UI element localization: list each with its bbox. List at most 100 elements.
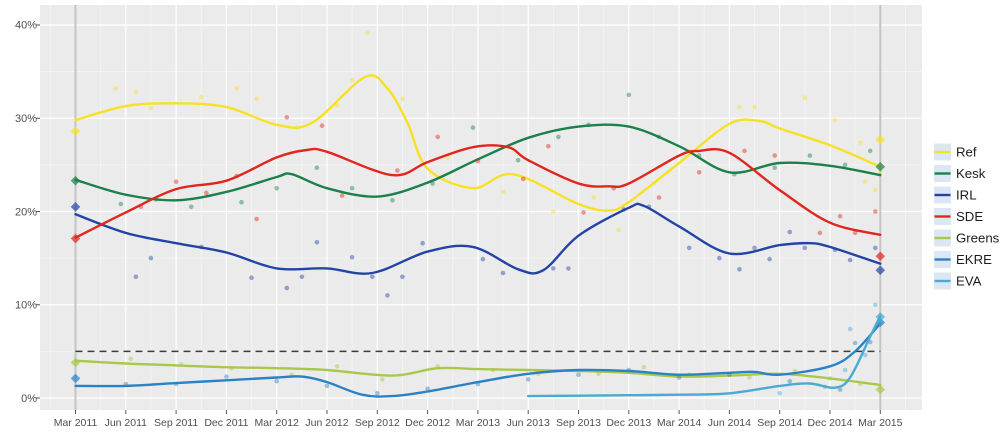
- poll-point-sde: [611, 185, 616, 191]
- poll-point-ref: [500, 189, 506, 195]
- x-tick-label: Mar 2011: [54, 417, 98, 429]
- poll-point-ref: [832, 117, 838, 123]
- poll-point-greens: [435, 364, 441, 369]
- poll-point-sde: [395, 168, 400, 173]
- election-result-marker-ref: [875, 134, 886, 145]
- series-ekre: [70, 317, 886, 398]
- poll-point-ekre: [375, 391, 380, 396]
- x-tick-label: Mar 2015: [858, 417, 903, 429]
- election-result-marker-ekre: [70, 373, 81, 384]
- poll-point-kesk: [696, 153, 702, 158]
- poll-point-sde: [284, 115, 290, 120]
- poll-point-ekre: [425, 386, 430, 392]
- poll-point-ekre: [274, 378, 280, 384]
- x-tick-label: Jun 2014: [708, 417, 751, 429]
- poll-point-eva: [873, 302, 878, 308]
- poll-point-ref: [133, 89, 139, 95]
- election-result-marker-sde: [875, 251, 886, 262]
- poll-point-sde: [204, 190, 209, 196]
- poll-point-sde: [656, 195, 662, 200]
- axis-ticks: [36, 24, 881, 414]
- poll-point-sde: [873, 209, 878, 214]
- poll-point-sde: [173, 179, 179, 184]
- poll-point-irl: [480, 256, 486, 262]
- poll-point-ref: [873, 187, 878, 193]
- legend-label-kesk: Kesk: [956, 166, 986, 181]
- poll-point-ekre: [837, 387, 843, 392]
- poll-point-kesk: [349, 185, 355, 191]
- election-result-marker-kesk: [70, 175, 81, 186]
- poll-point-kesk: [390, 198, 395, 203]
- y-tick-label: 20%: [15, 206, 37, 218]
- poll-point-sde: [817, 230, 823, 236]
- poll-point-kesk: [274, 185, 280, 191]
- x-axis: Mar 2011 Jun 2011 Sep 2011 Dec 2011 Mar …: [54, 417, 903, 429]
- series-eva: [527, 302, 886, 398]
- poll-point-sde: [546, 143, 551, 149]
- poll-point-ekre: [626, 367, 632, 373]
- poll-point-kesk: [842, 162, 848, 168]
- election-result-marker-greens: [70, 357, 81, 368]
- poll-point-sde: [696, 170, 702, 175]
- poll-point-ref: [364, 30, 370, 35]
- poll-point-ref: [294, 125, 300, 130]
- trend-line-ekre: [74, 322, 882, 398]
- poll-point-irl: [133, 274, 139, 280]
- poll-point-eva: [777, 391, 782, 396]
- y-tick-label: 0%: [21, 393, 37, 405]
- poll-point-sde: [742, 148, 747, 154]
- poll-point-sde: [520, 176, 526, 182]
- trend-line-sde: [74, 144, 882, 239]
- election-result-marker-irl: [875, 265, 886, 276]
- plot-panel: [40, 5, 922, 410]
- poll-point-ref: [254, 96, 259, 101]
- poll-point-kesk: [807, 153, 813, 158]
- x-tick-label: Jun 2012: [305, 417, 348, 429]
- poll-point-ref: [591, 195, 596, 200]
- legend-label-greens: Greens: [956, 231, 1000, 246]
- poll-point-greens: [490, 367, 496, 373]
- legend-entry-irl: IRL: [934, 186, 977, 204]
- legend-label-irl: IRL: [956, 188, 977, 203]
- poll-point-kesk: [656, 134, 662, 140]
- poll-point-greens: [641, 364, 647, 370]
- poll-point-irl: [500, 270, 506, 276]
- poll-point-greens: [827, 376, 833, 381]
- poll-point-irl: [551, 266, 556, 271]
- poll-point-kesk: [118, 201, 124, 207]
- poll-point-sde: [435, 134, 441, 140]
- poll-point-irl: [737, 267, 742, 272]
- poll-point-irl: [873, 245, 878, 251]
- poll-point-kesk: [772, 165, 777, 170]
- poll-point-eva: [842, 367, 848, 373]
- poll-point-ref: [199, 94, 204, 100]
- poll-point-ref: [802, 95, 808, 100]
- legend-entry-eva: EVA: [934, 272, 982, 290]
- y-tick-label: 10%: [15, 300, 37, 312]
- poll-point-sde: [319, 123, 325, 128]
- x-tick-label: Dec 2012: [405, 417, 450, 429]
- poll-point-ekre: [475, 381, 481, 387]
- poll-point-ref: [349, 77, 355, 83]
- poll-point-kesk: [586, 122, 591, 128]
- poll-point-irl: [566, 266, 571, 271]
- poll-point-greens: [380, 377, 385, 382]
- y-tick-label: 40%: [15, 20, 37, 32]
- poll-point-ref: [737, 104, 742, 110]
- election-result-marker-sde: [70, 233, 81, 244]
- poll-point-irl: [787, 229, 793, 235]
- poll-point-sde: [138, 204, 144, 210]
- y-axis: 0% 10% 20% 30% 40%: [15, 20, 37, 405]
- gridlines-minor: [40, 5, 922, 410]
- trend-line-kesk: [74, 123, 882, 202]
- poll-point-irl: [284, 285, 290, 291]
- legend-entry-greens: Greens: [934, 229, 1000, 247]
- poll-point-ekre: [324, 383, 330, 389]
- poll-point-ref: [234, 86, 239, 91]
- poll-point-irl: [370, 274, 375, 280]
- poll-point-ref: [400, 96, 405, 101]
- trend-line-eva: [527, 314, 882, 398]
- poll-point-greens: [747, 375, 752, 380]
- legend-entry-kesk: Kesk: [934, 165, 986, 182]
- poll-point-irl: [148, 255, 154, 261]
